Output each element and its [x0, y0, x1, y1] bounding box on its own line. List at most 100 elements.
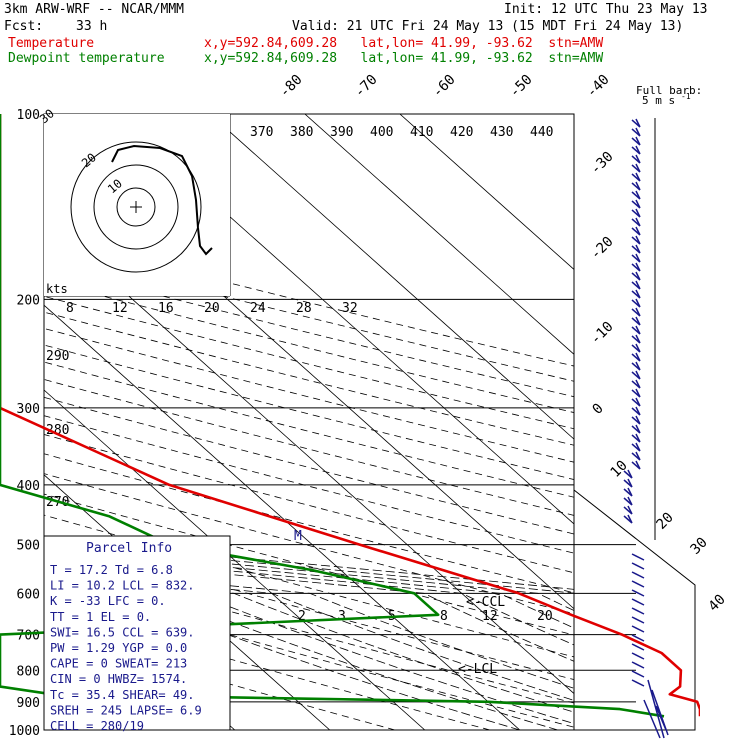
- parcel-info-box: Parcel Info T = 17.2 Td = 6.8 LI = 10.2 LC…: [43, 535, 231, 733]
- parcel-info-row: K = -33 LFC = 0.: [50, 594, 166, 608]
- wind-barb: [631, 298, 641, 308]
- pressure-tick-label: 600: [17, 587, 40, 602]
- wind-barb: [631, 388, 641, 398]
- mixing-ratio-label: 2: [298, 609, 306, 624]
- parcel-info-row: LI = 10.2 LCL = 832.: [50, 579, 195, 593]
- wind-barb: [631, 253, 641, 263]
- parcel-info-row: TT = 1 EL = 0.: [50, 610, 151, 624]
- hodograph-speed-tick: 20: [204, 301, 220, 316]
- model-title: 3km ARW-WRF -- NCAR/MMM: [4, 2, 185, 17]
- moist-adiabat-line: [44, 575, 574, 713]
- hodograph-speed-tick: 8: [66, 301, 74, 316]
- hodograph-speed-tick: 12: [112, 301, 128, 316]
- wind-barb: [631, 244, 641, 254]
- isotherm-line: [209, 114, 574, 440]
- hodograph-background: [44, 114, 230, 296]
- parcel-info-row: CIN = 0 HWBZ= 1574.: [50, 672, 187, 686]
- wind-barb: [631, 271, 641, 281]
- isotherm-label: -50: [507, 72, 536, 101]
- pressure-tick-label: 300: [17, 402, 40, 417]
- hodograph-speed-tick: 32: [342, 301, 358, 316]
- wind-barb: [631, 679, 645, 687]
- wind-barb: [623, 469, 633, 479]
- wind-barb-cluster: [643, 679, 669, 739]
- theta-e-label: 440: [530, 125, 553, 140]
- wind-barb: [631, 307, 641, 317]
- theta-e-label: 410: [410, 125, 433, 140]
- forecast-hour: 33 h: [76, 19, 108, 34]
- wind-legend-line1: Full barb:: [636, 84, 702, 97]
- hodograph-middle-ring: [93, 164, 179, 250]
- moist-adiabat-line: [44, 571, 574, 701]
- wind-barb: [631, 433, 641, 443]
- dewpoint-location: x,y=592.84,609.28 lat,lon= 41.99, -93.62…: [204, 51, 604, 66]
- wind-barb: [631, 145, 641, 155]
- isotherm-label: 0: [590, 401, 607, 418]
- moist-adiabat-line: [44, 568, 574, 689]
- wind-barb: [631, 325, 641, 335]
- wind-barb: [631, 616, 645, 624]
- temperature-location: x,y=592.84,609.28 lat,lon= 41.99, -93.62…: [204, 36, 604, 51]
- theta-e-label: 400: [370, 125, 393, 140]
- pressure-tick-label: 100: [17, 108, 40, 123]
- wind-barb: [631, 397, 641, 407]
- isotherm-label: 40: [706, 592, 729, 615]
- isotherm-line: [44, 219, 574, 695]
- wind-barb: [631, 235, 641, 245]
- wind-barb: [631, 334, 641, 344]
- moist-adiabat-line: [44, 553, 574, 646]
- theta-e-label: 390: [330, 125, 353, 140]
- hodograph-speed-tick: 28: [296, 301, 312, 316]
- pressure-tick-label: 500: [17, 539, 40, 554]
- wind-barb: [631, 217, 641, 227]
- wind-barb: [631, 634, 645, 642]
- chart-annotation: M: [294, 529, 302, 544]
- mixing-ratio-label: 3: [338, 609, 346, 624]
- isotherm-label: -20: [588, 234, 617, 263]
- wind-barb: [631, 343, 641, 353]
- wind-barb: [631, 661, 645, 669]
- parcel-info-row: T = 17.2 Td = 6.8: [50, 563, 173, 577]
- wind-barb: [623, 478, 633, 488]
- wind-barb: [631, 424, 641, 434]
- isotherm-label: -80: [277, 72, 306, 101]
- wind-barb: [631, 136, 641, 146]
- wind-legend-unit-exponent: -1: [681, 92, 691, 101]
- mixing-ratio-label: 8: [440, 609, 448, 624]
- theta-e-label: 370: [250, 125, 273, 140]
- mixing-ratio-label: 12: [482, 609, 498, 624]
- dry-adiabat-line: [44, 473, 574, 615]
- hodograph-speed-tick: 24: [250, 301, 266, 316]
- wind-barb: [631, 379, 641, 389]
- temperature-legend: Temperature: [8, 36, 95, 51]
- wind-barb: [631, 670, 645, 678]
- wind-barb: [623, 487, 633, 497]
- dry-adiabat-line: [44, 311, 574, 446]
- wind-barb: [631, 262, 641, 272]
- mixing-ratio-label: 20: [537, 609, 553, 624]
- isotherm-line: [304, 114, 574, 355]
- dry-adiabat-line: [44, 581, 574, 728]
- wind-legend-line2: 5 m s: [642, 94, 675, 107]
- wind-barb: [631, 280, 641, 290]
- pressure-tick-label: 800: [17, 664, 40, 679]
- moist-adiabat-line: [44, 546, 574, 611]
- dewpoint-legend: Dewpoint temperature: [8, 51, 165, 66]
- wind-barb: [631, 361, 641, 371]
- dry-adiabat-line: [44, 453, 574, 594]
- wind-barb: [631, 607, 645, 615]
- dry-adiabat-line: [44, 344, 574, 480]
- wind-barb: [631, 571, 645, 579]
- wind-barb: [631, 643, 645, 651]
- forecast-label: Fcst:: [4, 19, 44, 34]
- wind-barb: [631, 208, 641, 218]
- wind-barb: [623, 496, 633, 506]
- hodograph-inner-ring: [116, 187, 156, 227]
- theta-label: 280: [46, 423, 69, 438]
- dry-adiabat-line: [44, 250, 574, 382]
- wind-barb: [631, 226, 641, 236]
- wind-barb: [631, 589, 645, 597]
- wind-barb: [631, 598, 645, 606]
- parcel-info-row: Tc = 35.4 SHEAR= 49.: [50, 688, 195, 702]
